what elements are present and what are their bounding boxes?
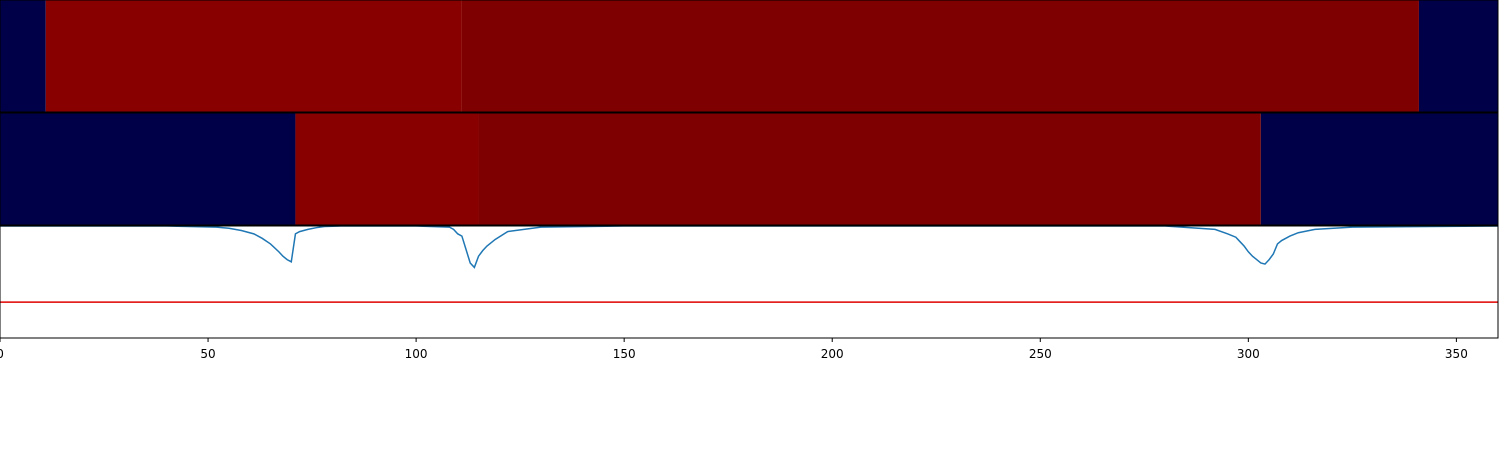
axes-frames bbox=[0, 0, 1499, 339]
axes-frame-3 bbox=[0, 225, 1499, 339]
x-tick-label: 150 bbox=[613, 347, 636, 361]
x-tick-label: 300 bbox=[1237, 347, 1260, 361]
axes-frame-2 bbox=[0, 112, 1499, 226]
line-panel-background bbox=[0, 226, 1500, 338]
band-2-segment-3 bbox=[478, 113, 1261, 225]
band-1-segment-4 bbox=[1418, 0, 1498, 112]
x-tick-label: 250 bbox=[1029, 347, 1052, 361]
band-1-segment-2 bbox=[45, 0, 462, 112]
band-2-segment-1 bbox=[0, 113, 296, 225]
x-tick-label: 0 bbox=[0, 347, 4, 361]
heatmap-bands bbox=[0, 0, 1498, 225]
band-1-segment-1 bbox=[0, 0, 46, 112]
line-panel bbox=[0, 225, 1500, 338]
band-1-segment-3 bbox=[461, 0, 1419, 112]
x-axis: 0 50 100 150 200 250 300 350 bbox=[0, 338, 1468, 361]
x-tick-label: 100 bbox=[405, 347, 428, 361]
axes-frame-1 bbox=[0, 0, 1499, 113]
series-line bbox=[0, 225, 1499, 269]
x-tick-label: 50 bbox=[200, 347, 215, 361]
band-2-segment-4 bbox=[1260, 113, 1498, 225]
x-tick-label: 200 bbox=[821, 347, 844, 361]
x-tick-label: 350 bbox=[1445, 347, 1468, 361]
band-2-segment-2 bbox=[295, 113, 479, 225]
